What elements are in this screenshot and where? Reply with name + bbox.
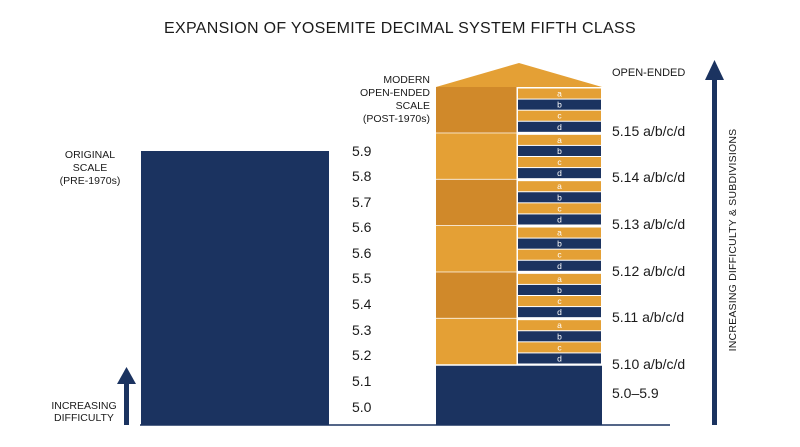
grade-block [436, 87, 517, 134]
original-grade-tick: 5.2 [352, 347, 372, 363]
subgrade-letter: d [557, 353, 562, 363]
original-scale-label-line: SCALE [72, 162, 108, 174]
subgrade-letter: a [557, 181, 562, 191]
modern-grade-label: 5.13 a/b/c/d [612, 216, 686, 232]
subgrade-letter: c [557, 296, 562, 306]
modern-grade-label: 5.14 a/b/c/d [612, 169, 686, 185]
subgrade-strip [518, 203, 601, 214]
original-grade-tick: 5.0 [352, 399, 372, 415]
grade-block [436, 272, 517, 319]
subgrade-letter: d [557, 307, 562, 317]
subgrade-strip [518, 145, 601, 156]
original-grade-tick: 5.7 [352, 194, 372, 210]
subgrade-strip [518, 260, 601, 271]
subgrade-letter: c [557, 342, 562, 352]
increasing-difficulty-arrow [117, 367, 136, 425]
subgrade-strip [518, 249, 601, 260]
original-grade-tick: 5.5 [352, 270, 372, 286]
subgrade-strip [518, 238, 601, 249]
subgrade-letter: a [557, 320, 562, 330]
subgrade-strip [518, 331, 601, 342]
modern-scale-label: MODERN OPEN-ENDED SCALE (POST-1970s) [330, 74, 430, 126]
subgrade-strip [518, 320, 601, 331]
original-grade-tick: 5.1 [352, 373, 372, 389]
original-grade-tick: 5.4 [352, 296, 372, 312]
modern-grade-label: 5.10 a/b/c/d [612, 356, 686, 372]
modern-grade-label: 5.12 a/b/c/d [612, 263, 686, 279]
subgrade-strip [518, 227, 601, 238]
increasing-difficulty-label-line: INCREASING [51, 400, 117, 412]
subgrade-letter: b [557, 239, 562, 249]
subgrade-strip [518, 296, 601, 307]
modern-base-label: 5.0–5.9 [612, 385, 659, 401]
modern-grade-label: 5.15 a/b/c/d [612, 123, 686, 139]
original-scale-label-line: (PRE-1970s) [59, 175, 121, 187]
subgrade-letter: b [557, 331, 562, 341]
subgrade-strip [518, 99, 601, 110]
subgrade-strip [518, 192, 601, 203]
subgrade-letter: c [557, 250, 562, 260]
subgrade-strip [518, 284, 601, 295]
open-ended-label: OPEN-ENDED [612, 67, 686, 79]
modern-scale-label-line: OPEN-ENDED [359, 87, 430, 99]
original-grade-tick: 5.9 [352, 143, 372, 159]
subgrade-letter: b [557, 192, 562, 202]
original-scale-label: ORIGINAL SCALE (PRE-1970s) [40, 149, 140, 188]
subgrade-letter: b [557, 100, 562, 110]
subgrade-strip [518, 273, 601, 284]
subgrade-strip [518, 134, 601, 145]
subgrade-letter: d [557, 261, 562, 271]
original-scale-label-line: ORIGINAL [64, 149, 116, 161]
subgrade-strip [518, 121, 601, 132]
original-grade-tick: 5.8 [352, 168, 372, 184]
subgrade-strip [518, 353, 601, 364]
subgrade-strip [518, 307, 601, 318]
original-grade-tick: 5.6 [352, 245, 372, 261]
grade-block [436, 226, 517, 273]
original-grade-tick: 5.3 [352, 322, 372, 338]
subgrade-letter: b [557, 146, 562, 156]
subgrade-letter: b [557, 285, 562, 295]
increasing-difficulty-label-line: DIFFICULTY [54, 412, 114, 424]
subgrade-strip [518, 168, 601, 179]
subgrade-letter: d [557, 168, 562, 178]
original-scale-bar [141, 151, 329, 425]
subgrade-letter: a [557, 89, 562, 99]
subgrade-strip [518, 342, 601, 353]
increasing-difficulty-label: INCREASING DIFFICULTY [44, 400, 124, 424]
subgrade-strip [518, 88, 601, 99]
subgrade-letter: a [557, 228, 562, 238]
subgrade-letter: a [557, 135, 562, 145]
modern-scale-label-line: SCALE [395, 100, 430, 112]
modern-base-block [436, 365, 602, 425]
subgrade-letter: d [557, 214, 562, 224]
chart-title: EXPANSION OF YOSEMITE DECIMAL SYSTEM FIF… [164, 20, 636, 37]
original-grade-tick: 5.6 [352, 219, 372, 235]
right-difficulty-arrow [705, 60, 724, 425]
modern-scale-label-line: MODERN [383, 74, 430, 86]
modern-grade-label: 5.11 a/b/c/d [612, 309, 685, 325]
right-axis-label: INCREASING DIFFICULTY & SUBDIVISIONS [727, 128, 739, 352]
grade-block [436, 318, 517, 365]
subgrade-letter: c [557, 157, 562, 167]
grade-block [436, 133, 517, 180]
subgrade-letter: d [557, 122, 562, 132]
subgrade-strip [518, 157, 601, 168]
grade-block [436, 179, 517, 226]
subgrade-strip [518, 110, 601, 121]
modern-scale-label-line: (POST-1970s) [362, 113, 430, 125]
subgrade-letter: c [557, 203, 562, 213]
subgrade-letter: a [557, 274, 562, 284]
subgrade-letter: c [557, 111, 562, 121]
subgrade-strip [518, 181, 601, 192]
open-ended-roof [436, 63, 602, 87]
subgrade-strip [518, 214, 601, 225]
